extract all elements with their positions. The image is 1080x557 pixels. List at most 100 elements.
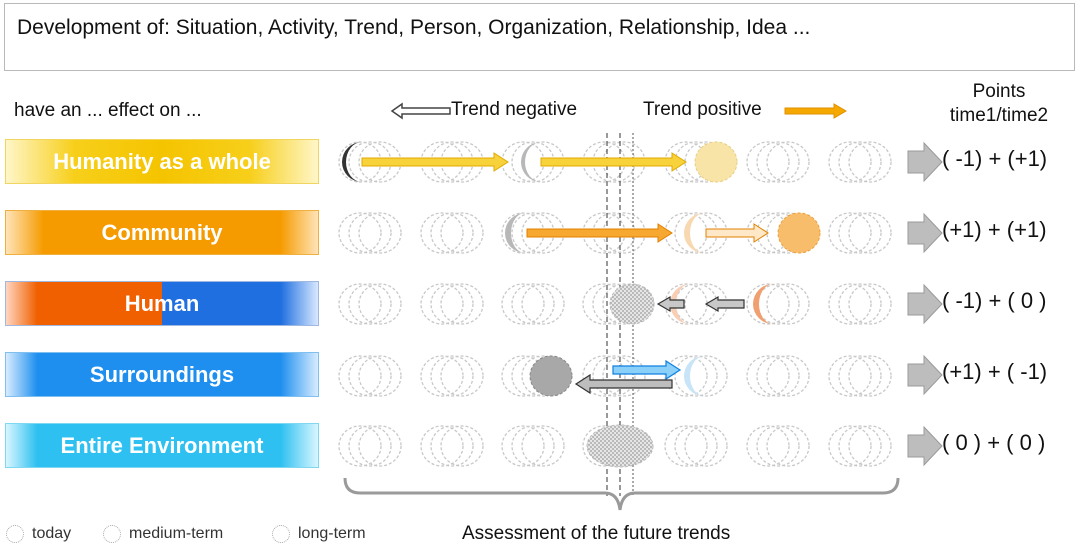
- row-label-surroundings-text: Surroundings: [89, 361, 235, 387]
- ghost-circle: [838, 141, 882, 183]
- row-label-human: Human: [5, 281, 319, 326]
- ghost-circle: [592, 355, 636, 397]
- legend-medium-label: medium-term: [129, 525, 224, 542]
- ghost-circle: [430, 425, 474, 467]
- row-label-human-text: Human: [124, 290, 200, 316]
- points-community: (+1) + (+1): [942, 217, 1047, 242]
- trend-positive-label: Trend positive: [643, 99, 762, 120]
- ghost-circle: [521, 283, 565, 325]
- ghost-circle: [348, 212, 392, 254]
- ghost-circle: [746, 355, 790, 397]
- ghost-circle: [430, 212, 474, 254]
- ghost-circle: [828, 355, 872, 397]
- ghost-circle: [358, 355, 402, 397]
- ghost-circle: [582, 355, 626, 397]
- ghost-circle: [848, 212, 892, 254]
- row-surroundings-marks: [529, 355, 704, 397]
- legend-today-label: today: [32, 525, 72, 542]
- ghost-circle: [348, 283, 392, 325]
- ghost-circle: [848, 425, 892, 467]
- ghost-circle: [338, 283, 382, 325]
- legend-long-label: long-term: [298, 525, 366, 542]
- ghost-circle: [746, 141, 790, 183]
- ghost-circle: [338, 212, 382, 254]
- points-environment: ( 0 ) + ( 0 ): [942, 430, 1046, 455]
- ghost-circle: [664, 425, 708, 467]
- ghost-circle: [358, 283, 402, 325]
- ghost-circle: [440, 425, 484, 467]
- row-community-marks: [505, 212, 821, 254]
- row-humanity-marks: [342, 141, 738, 183]
- ghost-circle: [420, 355, 464, 397]
- ghost-circle: [420, 283, 464, 325]
- ghost-circle: [338, 425, 382, 467]
- points-human: ( -1) + ( 0 ): [942, 288, 1047, 313]
- points-header-line2: time1/time2: [949, 105, 1049, 126]
- ghost-circle: [746, 283, 790, 325]
- legend-long-icon: [272, 525, 290, 543]
- ghost-circle: [511, 425, 555, 467]
- ghost-circle: [440, 355, 484, 397]
- ghost-circle: [848, 141, 892, 183]
- title-box: Development of: Situation, Activity, Tre…: [4, 3, 1075, 71]
- ghost-circle: [838, 425, 882, 467]
- effect-label: have an ... effect on ...: [14, 100, 202, 121]
- row-label-community: Community: [5, 210, 319, 255]
- ghost-circle: [521, 425, 565, 467]
- points-header: Points time1/time2: [924, 80, 1074, 128]
- points-surroundings: (+1) + ( -1): [942, 359, 1048, 384]
- ghost-circle: [348, 355, 392, 397]
- ghost-circle: [756, 425, 800, 467]
- ghost-circle: [348, 425, 392, 467]
- row-human-marks: [609, 283, 773, 325]
- ghost-circle: [501, 425, 545, 467]
- ghost-circle: [440, 212, 484, 254]
- row-label-environment: Entire Environment: [5, 423, 319, 468]
- ghost-circle: [756, 355, 800, 397]
- trend-positive-arrow: [784, 103, 847, 119]
- legend-medium-icon: [103, 525, 121, 543]
- ghost-circle: [501, 283, 545, 325]
- assessment-label: Assessment of the future trends: [462, 523, 731, 544]
- row-environment-marks: [586, 424, 654, 468]
- ghost-circle: [674, 355, 718, 397]
- legend-long: long-term: [272, 525, 366, 543]
- points-header-line1: Points: [972, 81, 1026, 102]
- ghost-circle: [420, 212, 464, 254]
- ghost-circle: [838, 355, 882, 397]
- ghost-circle: [511, 283, 555, 325]
- ghost-circle: [684, 425, 728, 467]
- row-label-environment-text: Entire Environment: [60, 432, 264, 458]
- ghost-circle: [828, 425, 872, 467]
- ghost-circle: [674, 425, 718, 467]
- ghost-circle: [358, 212, 402, 254]
- ghost-circle: [358, 425, 402, 467]
- ghost-circle: [828, 283, 872, 325]
- ghost-circle: [430, 355, 474, 397]
- ghost-circle: [848, 283, 892, 325]
- ghost-circle: [430, 283, 474, 325]
- row-label-humanity: Humanity as a whole: [5, 139, 319, 184]
- ghost-circle: [756, 283, 800, 325]
- trend-negative-arrow: [390, 102, 451, 120]
- ghost-circle: [756, 141, 800, 183]
- assessment-brace: [343, 477, 900, 511]
- ghost-circle: [664, 355, 708, 397]
- legend-today: today: [6, 525, 71, 543]
- ghost-circle: [440, 283, 484, 325]
- row-label-community-text: Community: [101, 219, 223, 245]
- ghost-circle: [766, 355, 810, 397]
- points-humanity: ( -1) + (+1): [942, 146, 1048, 171]
- ghost-circle: [828, 141, 872, 183]
- ghost-circle: [420, 425, 464, 467]
- ghost-circle: [338, 355, 382, 397]
- diagram-title: Development of: Situation, Activity, Tre…: [17, 16, 811, 39]
- ghost-circle: [766, 283, 810, 325]
- ghost-circle: [766, 425, 810, 467]
- ghost-circle: [838, 283, 882, 325]
- legend-today-icon: [6, 525, 24, 543]
- points-arrows: [907, 141, 943, 467]
- ghost-circle: [848, 355, 892, 397]
- ghost-circle: [684, 355, 728, 397]
- ghost-circle: [602, 355, 646, 397]
